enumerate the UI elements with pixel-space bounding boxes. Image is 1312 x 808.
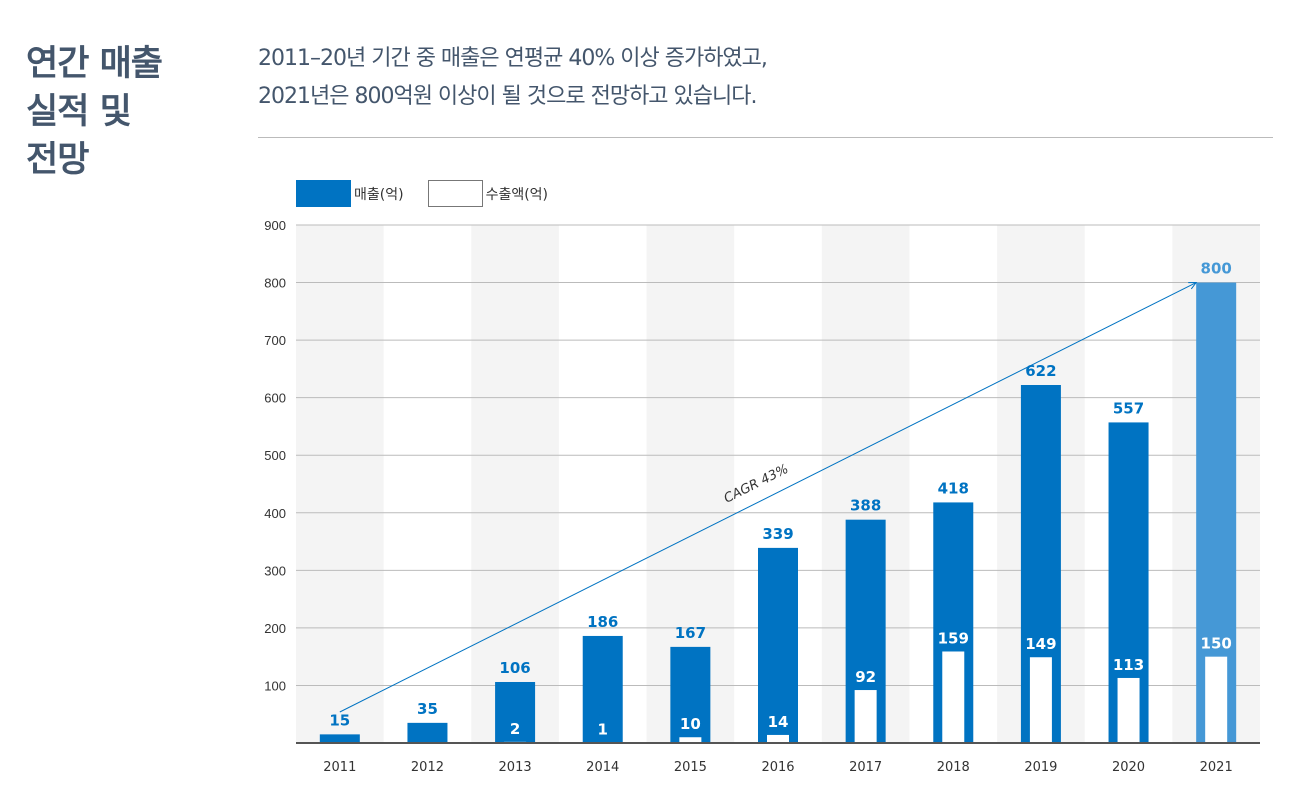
data-label-export: 10 — [680, 715, 701, 733]
data-label-sales: 800 — [1201, 260, 1232, 278]
legend-swatch-sales — [296, 180, 351, 207]
data-label-sales: 418 — [938, 479, 969, 497]
data-label-sales: 15 — [329, 711, 350, 729]
x-tick-label: 2020 — [1112, 760, 1145, 775]
bar-sales — [495, 681, 536, 743]
x-tick-label: 2021 — [1200, 760, 1233, 775]
data-label-export: 149 — [1025, 635, 1056, 653]
y-tick-label: 200 — [264, 621, 286, 636]
data-label-export: 159 — [938, 629, 969, 647]
bar-export — [854, 690, 877, 743]
data-label-export: 2 — [510, 720, 520, 738]
bar-export — [1029, 657, 1052, 743]
x-tick-label: 2019 — [1024, 760, 1057, 775]
bar-sales — [670, 646, 711, 743]
data-label-export: 113 — [1113, 656, 1144, 674]
data-label-sales: 388 — [850, 497, 881, 515]
x-tick-label: 2018 — [937, 760, 970, 775]
data-label-sales: 167 — [675, 624, 706, 642]
cagr-arrow-line — [339, 282, 1197, 713]
x-tick-label: 2013 — [499, 760, 532, 775]
bar-export — [1117, 677, 1140, 743]
bar-export — [767, 734, 789, 743]
y-tick-label: 100 — [264, 678, 286, 693]
data-label-export: 1 — [598, 720, 608, 738]
bar-export — [679, 737, 702, 743]
legend-label-sales: 매출(억) — [354, 186, 404, 203]
divider — [258, 137, 1273, 138]
y-tick-label: 900 — [264, 218, 286, 233]
subtitle: 2011–20년 기간 중 매출은 연평균 40% 이상 증가하였고, 2021… — [258, 40, 768, 116]
y-tick-label: 400 — [264, 506, 286, 521]
y-tick-label: 300 — [264, 563, 286, 578]
x-tick-label: 2011 — [323, 760, 356, 775]
data-label-sales: 106 — [499, 659, 530, 677]
y-tick-label: 700 — [264, 333, 286, 348]
subtitle-line: 2021년은 800억원 이상이 될 것으로 전망하고 있습니다. — [258, 84, 757, 109]
column-band — [471, 225, 559, 743]
data-label-sales: 35 — [417, 700, 438, 718]
legend-label-export: 수출액(억) — [485, 186, 549, 203]
y-tick-label: 800 — [264, 276, 286, 291]
x-tick-label: 2015 — [674, 760, 707, 775]
x-tick-label: 2017 — [849, 760, 882, 775]
legend: 매출(억) 수출액(억) — [296, 180, 548, 207]
data-label-export: 92 — [855, 668, 876, 686]
y-tick-label: 600 — [264, 391, 286, 406]
x-tick-label: 2016 — [761, 760, 794, 775]
bar-sales — [582, 635, 623, 743]
bar-export — [942, 651, 965, 743]
bar-export — [1205, 656, 1228, 743]
x-tick-label: 2014 — [586, 760, 619, 775]
bar-sales — [758, 547, 798, 743]
subtitle-line: 2011–20년 기간 중 매출은 연평균 40% 이상 증가하였고, — [258, 46, 768, 71]
data-label-export: 14 — [768, 713, 789, 731]
page-title: 연간 매출 실적 및 전망 — [26, 44, 163, 180]
data-label-sales: 339 — [762, 525, 793, 543]
data-label-export: 150 — [1201, 635, 1232, 653]
column-band — [296, 225, 384, 743]
data-label-sales: 186 — [587, 613, 618, 631]
bar-sales — [407, 722, 448, 743]
legend-swatch-export — [427, 180, 483, 207]
bar-sales — [319, 734, 360, 743]
cagr-arrowhead-icon — [1188, 282, 1198, 290]
data-label-sales: 622 — [1025, 362, 1056, 380]
y-tick-label: 500 — [264, 448, 286, 463]
data-label-sales: 557 — [1113, 399, 1144, 417]
x-tick-label: 2012 — [411, 760, 444, 775]
